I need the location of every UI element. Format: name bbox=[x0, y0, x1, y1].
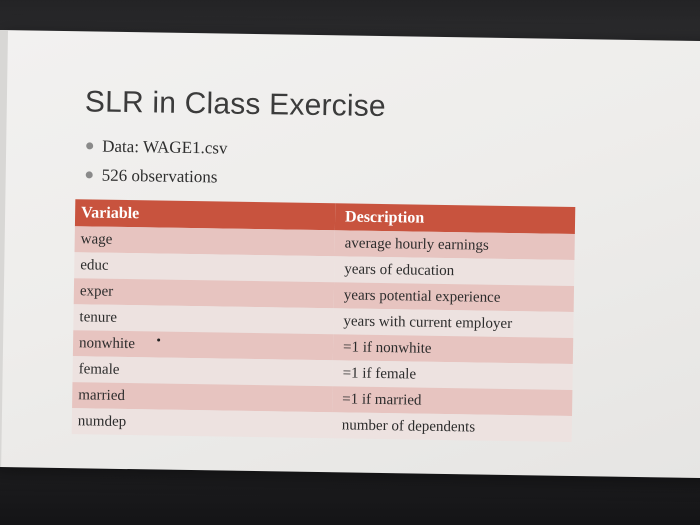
variable-cell: female bbox=[72, 356, 333, 387]
slide-edge bbox=[0, 30, 8, 468]
mouse-pointer-icon bbox=[157, 338, 161, 342]
variable-cell: married bbox=[72, 382, 333, 413]
description-cell: =1 if female bbox=[332, 360, 573, 391]
variable-cell: wage bbox=[74, 226, 335, 257]
description-cell: years of education bbox=[334, 256, 575, 287]
bullet-dot-icon bbox=[85, 171, 93, 179]
description-cell: number of dependents bbox=[331, 412, 573, 443]
bullet-dot-icon bbox=[86, 142, 94, 150]
variable-table: Variable Description wage average hourly… bbox=[71, 199, 576, 443]
header-description: Description bbox=[334, 203, 576, 235]
variable-cell: numdep bbox=[71, 408, 333, 439]
bullet-item: Data: WAGE1.csv bbox=[86, 131, 228, 162]
header-variable: Variable bbox=[74, 199, 336, 231]
bullet-list: Data: WAGE1.csv 526 observations bbox=[85, 131, 228, 191]
description-cell: =1 if married bbox=[332, 386, 573, 417]
variable-cell: exper bbox=[73, 278, 335, 309]
bullet-text: 526 observations bbox=[101, 165, 218, 186]
description-cell: years with current employer bbox=[333, 308, 574, 339]
presentation-slide: SLR in Class Exercise Data: WAGE1.csv 52… bbox=[0, 30, 700, 479]
description-cell: years potential experience bbox=[333, 282, 575, 313]
slide-title: SLR in Class Exercise bbox=[84, 85, 387, 124]
variable-cell: tenure bbox=[73, 304, 334, 335]
bullet-item: 526 observations bbox=[85, 160, 228, 191]
variable-cell: educ bbox=[74, 252, 335, 283]
bullet-text: Data: WAGE1.csv bbox=[102, 136, 228, 158]
description-cell: average hourly earnings bbox=[334, 230, 575, 261]
variable-cell: nonwhite bbox=[72, 330, 334, 361]
description-cell: =1 if nonwhite bbox=[332, 334, 574, 365]
